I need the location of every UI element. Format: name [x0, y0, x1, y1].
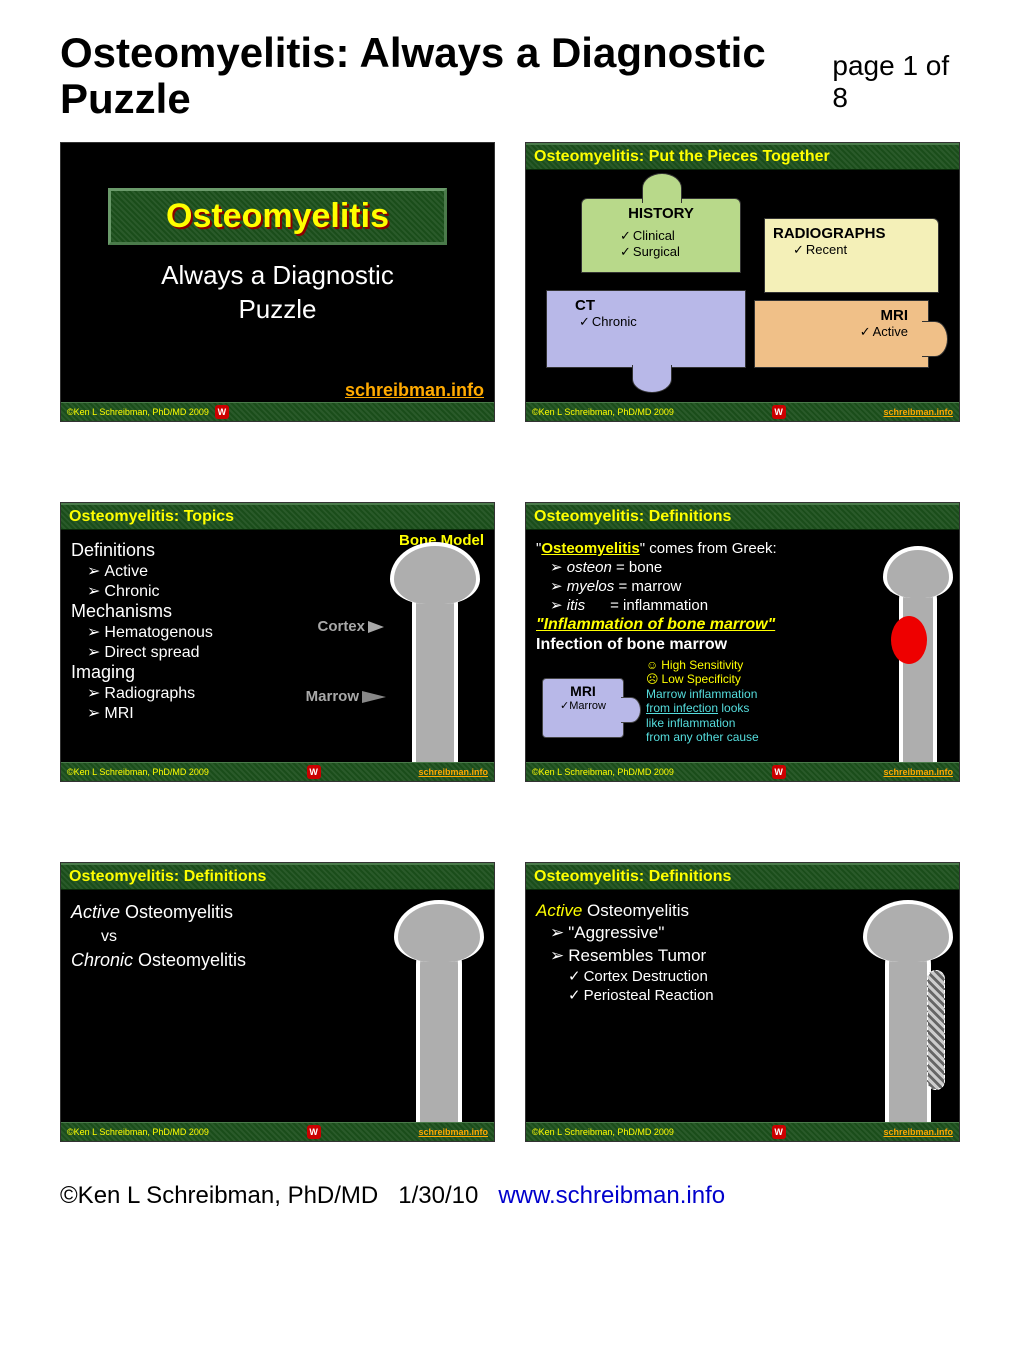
copyright: ©Ken L Schreibman, PhD/MD 2009 [532, 767, 674, 777]
footer-link[interactable]: schreibman.info [883, 767, 953, 777]
page-title: Osteomyelitis: Always a Diagnostic Puzzl… [60, 30, 832, 122]
sensitivity-block: High Sensitivity Low Specificity Marrow … [646, 658, 759, 744]
cortex-label: Cortex [317, 618, 384, 635]
slide-1: Osteomyelitis Always a Diagnostic Puzzle… [60, 142, 495, 422]
slide-header: Osteomyelitis: Put the Pieces Together [526, 143, 959, 170]
slide-footer: ©Ken L Schreibman, PhD/MD 2009 W schreib… [526, 762, 959, 781]
subtitle-line1: Always a Diagnostic [71, 259, 484, 293]
copyright: ©Ken L Schreibman, PhD/MD 2009 [532, 407, 674, 417]
footer-link[interactable]: schreibman.info [418, 1127, 488, 1137]
title-box: Osteomyelitis [108, 188, 447, 245]
footer-link[interactable]: schreibman.info [883, 407, 953, 417]
slide-footer: ©Ken L Schreibman, PhD/MD 2009 W schreib… [526, 1122, 959, 1141]
slide-footer: ©Ken L Schreibman, PhD/MD 2009 W schreib… [526, 402, 959, 421]
puzzle-ct: CT Chronic [546, 290, 746, 368]
radio-title: RADIOGRAPHS [773, 225, 930, 242]
footer-link[interactable]: schreibman.info [418, 767, 488, 777]
history-title: HISTORY [590, 205, 732, 222]
slide-header: Osteomyelitis: Definitions [526, 863, 959, 890]
footer-copyright: ©Ken L Schreibman, PhD/MD [60, 1182, 378, 1210]
footer-date: 1/30/10 [398, 1182, 478, 1210]
mri-title: MRI [763, 307, 908, 324]
ct-title: CT [555, 297, 737, 314]
page-footer: ©Ken L Schreibman, PhD/MD 1/30/10 www.sc… [60, 1182, 960, 1210]
slide-4: Osteomyelitis: Definitions "Osteomyeliti… [525, 502, 960, 782]
mri-active: Active [763, 324, 908, 340]
copyright: ©Ken L Schreibman, PhD/MD 2009 [532, 1127, 674, 1137]
slide-header: Osteomyelitis: Definitions [526, 503, 959, 530]
big-link[interactable]: schreibman.info [345, 380, 484, 401]
history-surgical: Surgical [620, 244, 732, 260]
subtitle-line2: Puzzle [71, 293, 484, 327]
bone-icon [390, 542, 480, 764]
copyright: ©Ken L Schreibman, PhD/MD 2009 [67, 767, 209, 777]
slide-footer: ©Ken L Schreibman, PhD/MD 2009 W schreib… [61, 762, 494, 781]
slide-5: Osteomyelitis: Definitions Active Osteom… [60, 862, 495, 1142]
slides-grid: Osteomyelitis Always a Diagnostic Puzzle… [60, 142, 960, 1142]
puzzle-radiographs: RADIOGRAPHS Recent [764, 218, 939, 293]
radio-recent: Recent [773, 242, 930, 258]
slide-2: Osteomyelitis: Put the Pieces Together H… [525, 142, 960, 422]
slide-header: Osteomyelitis: Definitions [61, 863, 494, 890]
w-badge-icon: W [772, 405, 786, 419]
w-badge-icon: W [307, 1125, 321, 1139]
w-badge-icon: W [772, 765, 786, 779]
w-badge-icon: W [772, 1125, 786, 1139]
w-badge-icon: W [307, 765, 321, 779]
title-text: Osteomyelitis [166, 197, 389, 235]
slide-6: Osteomyelitis: Definitions Active Osteom… [525, 862, 960, 1142]
page-number: page 1 of 8 [832, 50, 960, 122]
slide-footer: ©Ken L Schreibman, PhD/MD 2009 W schreib… [61, 402, 494, 421]
copyright: ©Ken L Schreibman, PhD/MD 2009 [67, 407, 209, 417]
w-badge-icon: W [215, 405, 229, 419]
ct-chronic: Chronic [555, 314, 737, 330]
mri-puzzle-piece: MRI ✓Marrow [542, 678, 624, 738]
slide-header: Osteomyelitis: Topics [61, 503, 494, 530]
puzzle-mri: MRI Active [754, 300, 929, 368]
copyright: ©Ken L Schreibman, PhD/MD 2009 [67, 1127, 209, 1137]
page-header: Osteomyelitis: Always a Diagnostic Puzzl… [60, 30, 960, 122]
periosteal-hatch-icon [927, 970, 945, 1090]
puzzle-history: HISTORY Clinical Surgical [581, 198, 741, 273]
bone-icon [394, 900, 482, 1124]
footer-link[interactable]: schreibman.info [883, 1127, 953, 1137]
slide-3: Osteomyelitis: Topics Definitions Active… [60, 502, 495, 782]
marrow-label: Marrow [306, 688, 386, 705]
footer-url[interactable]: www.schreibman.info [498, 1182, 725, 1210]
puzzle-diagram: HISTORY Clinical Surgical RADIOGRAPHS Re… [536, 180, 949, 400]
slide-footer: ©Ken L Schreibman, PhD/MD 2009 W schreib… [61, 1122, 494, 1141]
history-clinical: Clinical [620, 228, 732, 244]
